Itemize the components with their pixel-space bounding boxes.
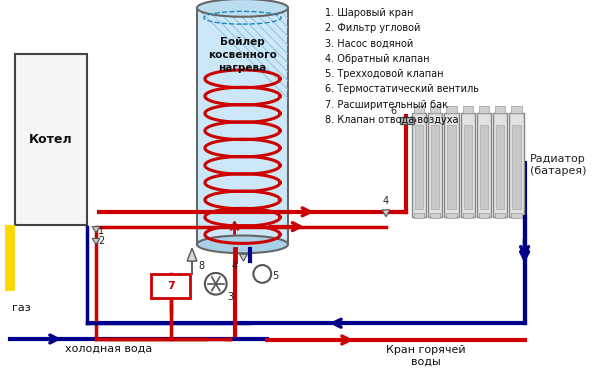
- Polygon shape: [92, 227, 100, 233]
- Text: 1: 1: [98, 226, 104, 236]
- Bar: [493, 113, 508, 217]
- Bar: [414, 213, 424, 218]
- Text: 3: 3: [227, 292, 234, 302]
- Bar: [446, 106, 457, 113]
- Bar: [15, 54, 87, 225]
- Text: 6: 6: [390, 106, 396, 116]
- Text: 8. Клапан отвода воздуха: 8. Клапан отвода воздуха: [325, 115, 458, 125]
- Bar: [412, 113, 426, 217]
- Bar: [463, 106, 473, 113]
- Bar: [511, 106, 521, 113]
- Text: Кран горячей
воды: Кран горячей воды: [386, 345, 466, 367]
- Text: 7. Расширительный бак: 7. Расширительный бак: [325, 99, 448, 109]
- Bar: [430, 106, 440, 113]
- Bar: [461, 113, 475, 217]
- Bar: [479, 213, 489, 218]
- Bar: [463, 213, 473, 218]
- Ellipse shape: [197, 0, 288, 17]
- Bar: [415, 125, 423, 209]
- Bar: [480, 125, 488, 209]
- Text: 2. Фильтр угловой: 2. Фильтр угловой: [325, 23, 420, 33]
- Text: 6. Термостатический вентиль: 6. Термостатический вентиль: [325, 84, 479, 94]
- Text: Бойлер
косвенного
нагрева: Бойлер косвенного нагрева: [208, 37, 277, 73]
- Bar: [495, 106, 505, 113]
- Polygon shape: [239, 254, 247, 261]
- Bar: [430, 213, 440, 218]
- Bar: [512, 125, 521, 209]
- Bar: [444, 113, 458, 217]
- Bar: [446, 213, 457, 218]
- Bar: [197, 8, 288, 244]
- Text: 3. Насос водяной: 3. Насос водяной: [325, 39, 413, 49]
- Text: 1. Шаровый кран: 1. Шаровый кран: [325, 8, 413, 18]
- Text: 4. Обратный клапан: 4. Обратный клапан: [325, 54, 429, 64]
- Bar: [431, 125, 439, 209]
- Bar: [479, 106, 489, 113]
- Text: газ: газ: [12, 302, 31, 312]
- Bar: [495, 213, 505, 218]
- Bar: [400, 117, 414, 124]
- Bar: [477, 113, 491, 217]
- Bar: [509, 113, 524, 217]
- Text: Радиатор
(батарея): Радиатор (батарея): [530, 154, 586, 176]
- Text: Котел: Котел: [29, 133, 73, 146]
- Bar: [151, 274, 190, 298]
- Bar: [428, 113, 442, 217]
- Text: холодная вода: холодная вода: [65, 344, 152, 354]
- Polygon shape: [187, 248, 197, 261]
- Text: 7: 7: [167, 281, 175, 291]
- Bar: [511, 213, 521, 218]
- Polygon shape: [382, 210, 390, 217]
- Bar: [447, 125, 455, 209]
- Polygon shape: [92, 239, 100, 244]
- Bar: [496, 125, 505, 209]
- Text: 2: 2: [98, 236, 104, 246]
- Circle shape: [205, 273, 227, 295]
- Circle shape: [253, 265, 271, 283]
- Ellipse shape: [197, 236, 288, 253]
- Text: 4: 4: [232, 261, 238, 271]
- Text: 4: 4: [383, 196, 389, 206]
- Text: 5. Трехходовой клапан: 5. Трехходовой клапан: [325, 69, 443, 79]
- Bar: [464, 125, 472, 209]
- Text: 5: 5: [272, 271, 278, 281]
- Text: 8: 8: [198, 261, 204, 271]
- Bar: [414, 106, 424, 113]
